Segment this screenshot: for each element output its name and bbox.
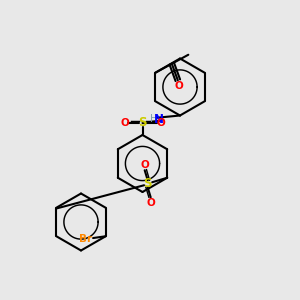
Text: O: O	[140, 160, 149, 170]
Text: O: O	[146, 198, 155, 208]
Text: O: O	[175, 81, 184, 91]
Text: Br: Br	[79, 234, 92, 244]
Text: S: S	[138, 116, 147, 130]
Text: S: S	[143, 177, 152, 190]
Text: O: O	[120, 118, 129, 128]
Text: O: O	[156, 118, 165, 128]
Text: H: H	[150, 114, 158, 124]
Text: N: N	[154, 113, 164, 126]
